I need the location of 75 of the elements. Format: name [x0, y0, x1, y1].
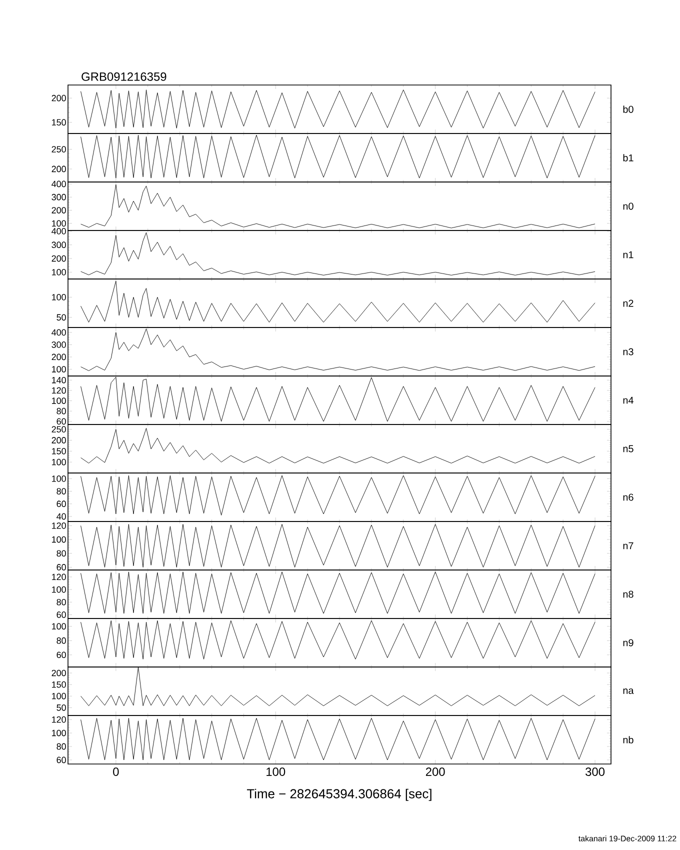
y-tick-label: 100	[52, 475, 66, 482]
y-tick-label: 200	[52, 354, 66, 360]
y-tick-label: 400	[52, 228, 66, 234]
y-tick-label: 60	[56, 500, 66, 508]
line-series	[80, 524, 596, 568]
y-tick-label: 150	[52, 119, 66, 126]
y-tick-label: 100	[52, 458, 66, 466]
y-tick-label: 100	[52, 398, 66, 404]
y-tick-label: 120	[52, 574, 66, 580]
x-tick-label: 0	[113, 768, 119, 776]
y-tick-label: 200	[52, 670, 66, 676]
y-tick-label: 80	[56, 598, 66, 606]
y-tick-label: 100	[52, 220, 66, 227]
text: n0	[623, 202, 634, 210]
y-tick-label: 80	[56, 550, 66, 557]
y-tick-label: 400	[52, 329, 66, 336]
line-series	[80, 718, 596, 760]
y-tick-label: 120	[52, 387, 66, 394]
y-tick-label: 100	[52, 692, 66, 700]
y-tick-label: 100	[52, 623, 66, 630]
y-tick-label: 100	[52, 268, 66, 276]
line-series	[80, 428, 596, 464]
x-tick-label: 100	[266, 768, 286, 776]
y-tick-label: 200	[52, 166, 66, 172]
y-tick-label: 100	[52, 294, 66, 300]
y-tick-label: 400	[52, 180, 66, 188]
y-tick-label: 300	[52, 242, 66, 248]
y-tick-label: 250	[52, 146, 66, 152]
y-tick-label: 200	[52, 94, 66, 102]
text: n3	[623, 348, 634, 356]
text: n4	[623, 396, 634, 404]
y-tick-label: 100	[52, 730, 66, 736]
text: n8	[623, 590, 634, 598]
y-tick-label: 50	[56, 314, 66, 321]
y-tick-label: 60	[56, 418, 66, 425]
y-tick-label: 80	[56, 637, 66, 644]
y-tick-label: 100	[52, 586, 66, 593]
y-tick-label: 100	[52, 536, 66, 543]
line-series	[80, 90, 596, 128]
y-tick-label: 140	[52, 376, 66, 384]
text: n9	[623, 639, 634, 646]
y-tick-label: 60	[56, 756, 66, 764]
text: n2	[623, 300, 634, 307]
line-series	[80, 475, 596, 516]
y-tick-label: 80	[56, 743, 66, 750]
text: n6	[623, 494, 634, 501]
text: n5	[623, 445, 634, 452]
y-tick-label: 300	[52, 194, 66, 200]
y-tick-label: 120	[52, 716, 66, 723]
chart-title: GRB091216359	[82, 72, 166, 81]
y-tick-label: 200	[52, 255, 66, 262]
y-tick-label: 100	[52, 366, 66, 372]
text: n7	[623, 542, 634, 550]
y-tick-label: 120	[52, 522, 66, 529]
y-tick-label: 40	[56, 513, 66, 520]
y-tick-label: 300	[52, 342, 66, 348]
y-tick-label: 60	[56, 564, 66, 570]
text: n1	[623, 251, 634, 258]
text: b1	[623, 154, 634, 162]
y-tick-label: 50	[56, 704, 66, 711]
text: b0	[623, 106, 634, 113]
y-tick-label: 150	[52, 681, 66, 688]
y-tick-label: 200	[52, 437, 66, 444]
text: na	[623, 688, 634, 694]
y-tick-label: 80	[56, 408, 66, 414]
y-tick-label: 250	[52, 426, 66, 432]
x-axis-title: Time − 282645394.306864 [sec]	[246, 788, 432, 801]
x-tick-label: 200	[426, 768, 445, 776]
x-tick-label: 300	[586, 768, 605, 776]
y-tick-label: 60	[56, 652, 66, 658]
y-tick-label: 200	[52, 207, 66, 214]
y-tick-label: 60	[56, 612, 66, 618]
y-tick-label: 150	[52, 448, 66, 454]
text: nb	[623, 736, 634, 744]
y-tick-label: 80	[56, 488, 66, 494]
